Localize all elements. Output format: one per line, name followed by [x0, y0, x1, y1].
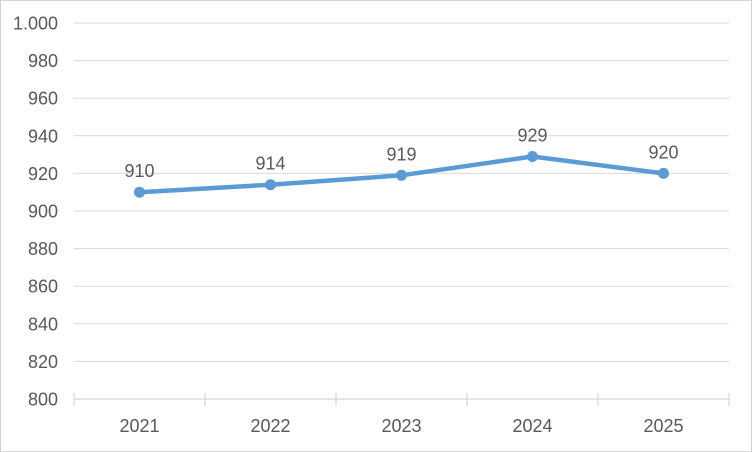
x-axis-label: 2023 [381, 416, 421, 436]
data-point-label: 914 [255, 154, 285, 174]
x-axis-label: 2022 [250, 416, 290, 436]
y-axis-label: 800 [28, 390, 58, 410]
y-axis-label: 860 [28, 277, 58, 297]
data-point-label: 920 [648, 142, 678, 162]
y-axis-label: 900 [28, 202, 58, 222]
y-axis-label: 980 [28, 51, 58, 71]
x-axis-label: 2025 [643, 416, 683, 436]
y-axis-label: 840 [28, 314, 58, 334]
x-axis-label: 2024 [512, 416, 552, 436]
data-point-marker [396, 169, 407, 181]
data-point-marker [527, 151, 538, 162]
data-point-label: 910 [124, 161, 154, 181]
y-axis-label: 880 [28, 239, 58, 259]
x-axis-label: 2021 [119, 416, 159, 436]
y-axis-label: 920 [28, 164, 58, 184]
data-point-label: 929 [517, 126, 547, 146]
data-point-marker [134, 186, 145, 198]
y-axis-label: 960 [28, 89, 58, 109]
data-point-marker [265, 179, 276, 191]
data-point-marker [658, 167, 669, 179]
data-point-label: 919 [386, 144, 416, 164]
y-axis-label: 1.000 [13, 14, 58, 34]
y-axis-label: 820 [28, 352, 58, 372]
y-axis-label: 940 [28, 126, 58, 146]
